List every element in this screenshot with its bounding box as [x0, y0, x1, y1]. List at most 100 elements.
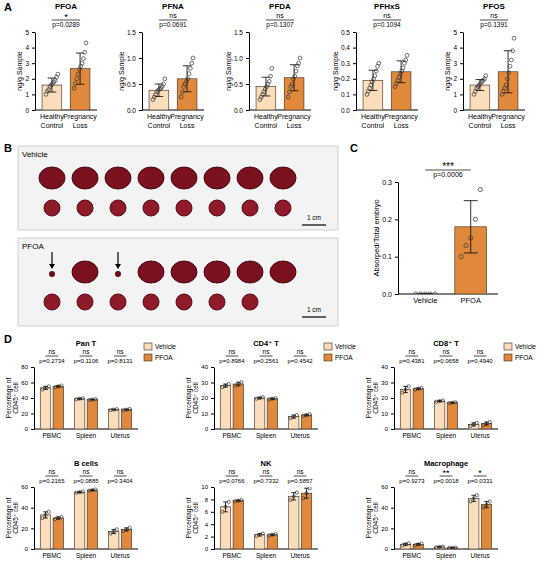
tick-mark — [391, 367, 394, 368]
p-value: p=0.0658 — [433, 358, 459, 364]
data-point — [258, 533, 261, 536]
chart-title: PFNA — [162, 2, 184, 11]
placenta — [44, 200, 60, 216]
data-point — [428, 292, 432, 294]
bar — [288, 496, 298, 549]
data-point — [292, 415, 295, 418]
tick-label: 0 — [385, 426, 389, 432]
x-tick-label: Spleen — [76, 552, 97, 560]
y-tick: 40 — [21, 395, 34, 401]
embryo — [105, 167, 131, 189]
group-label: PFOA — [22, 242, 44, 251]
y-tick: 0 — [453, 107, 463, 114]
significance: ns — [276, 12, 284, 19]
data-point — [484, 74, 488, 78]
y-axis: 0.00.51.01.5 — [127, 29, 143, 114]
embryo — [138, 167, 164, 189]
data-point — [407, 385, 410, 388]
tick-label: 4 — [453, 44, 457, 51]
x-tick-label: Uterus — [111, 552, 131, 559]
tick-label: 8 — [205, 497, 209, 503]
tick-mark — [391, 508, 394, 509]
y-tick: 1.5 — [234, 29, 249, 36]
embryo — [72, 261, 98, 283]
embryo — [171, 167, 197, 189]
p-value: p=0.0006 — [433, 171, 462, 179]
tick-label: 20 — [381, 395, 388, 401]
significance: ns — [117, 348, 125, 355]
tick-mark — [139, 58, 142, 59]
data-point — [47, 385, 50, 388]
data-point — [414, 292, 418, 294]
data-point — [464, 243, 468, 247]
chart: PFOS012345ng/g SampleHealthyControlPregn… — [444, 2, 525, 129]
marks — [414, 187, 487, 294]
tick-label: 0.3 — [341, 60, 350, 67]
p-value: p=0.4542 — [287, 358, 313, 364]
x-tick-label: PregnancyLoss — [491, 113, 525, 129]
data-point — [289, 498, 292, 501]
y-tick: 0 — [385, 426, 394, 432]
data-point — [302, 497, 305, 500]
tick-mark — [353, 79, 356, 80]
tick-mark — [31, 429, 34, 430]
scale-bar — [302, 224, 326, 225]
data-point — [91, 398, 94, 401]
error-bar — [262, 77, 271, 96]
chart: Pan T020406080Percentage ofCD45⁺ cellPBM… — [5, 339, 177, 440]
data-point — [420, 542, 423, 545]
tick-mark — [211, 549, 214, 550]
y-tick: 0.2 — [341, 75, 356, 82]
tick-mark — [460, 63, 463, 64]
significance: ns — [443, 348, 451, 355]
data-point — [482, 506, 485, 509]
legend-label: Vehicle — [335, 343, 356, 350]
chart-title: Pan T — [76, 339, 97, 348]
y-axis: 012345 — [453, 29, 463, 114]
bar — [400, 389, 410, 429]
chart-title: PFOS — [483, 2, 505, 11]
legend-label: PFOA — [155, 354, 173, 361]
data-point — [181, 90, 185, 94]
y-tick: 0 — [25, 107, 35, 114]
bar — [267, 399, 277, 429]
y-tick: 3 — [25, 60, 35, 67]
data-point — [88, 398, 91, 401]
data-point — [60, 515, 63, 518]
data-point — [441, 399, 444, 402]
data-point — [305, 413, 308, 416]
chart-title: B cells — [74, 459, 98, 468]
placenta — [209, 294, 225, 310]
chart: B cells0204060Percentage ofCD45⁺ cellPBM… — [5, 459, 138, 560]
bar — [108, 531, 118, 549]
bar — [254, 535, 264, 549]
data-point — [269, 74, 273, 78]
significance: ns — [297, 468, 305, 475]
tick-label: 60 — [21, 380, 28, 386]
y-tick: 4 — [205, 522, 214, 528]
x-tick-label: PregnancyLoss — [277, 113, 311, 129]
marks — [40, 384, 131, 429]
bracket — [406, 476, 419, 477]
tick-mark — [460, 32, 463, 33]
data-point — [417, 543, 420, 546]
data-point — [448, 402, 451, 405]
embryo — [237, 167, 263, 189]
y-tick: 0 — [25, 426, 34, 432]
data-point — [72, 86, 76, 90]
tick-mark — [211, 487, 214, 488]
data-point — [506, 77, 510, 81]
y-axis-title: ng/g Sample — [444, 51, 452, 90]
data-point — [418, 292, 422, 294]
data-point — [435, 546, 438, 549]
p-value: p=0.3404 — [107, 478, 133, 484]
data-point — [54, 386, 57, 389]
data-point — [292, 495, 295, 498]
p-value: p=0.8131 — [107, 358, 133, 364]
tick-label: 2 — [205, 534, 209, 540]
embryo — [39, 167, 65, 189]
data-point — [459, 255, 463, 259]
tick-label: 40 — [21, 505, 28, 511]
p-value: p=0.0766 — [219, 478, 245, 484]
arrow-head — [115, 264, 121, 269]
